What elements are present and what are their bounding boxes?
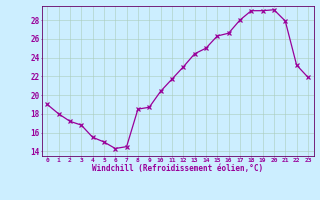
X-axis label: Windchill (Refroidissement éolien,°C): Windchill (Refroidissement éolien,°C) [92,164,263,173]
